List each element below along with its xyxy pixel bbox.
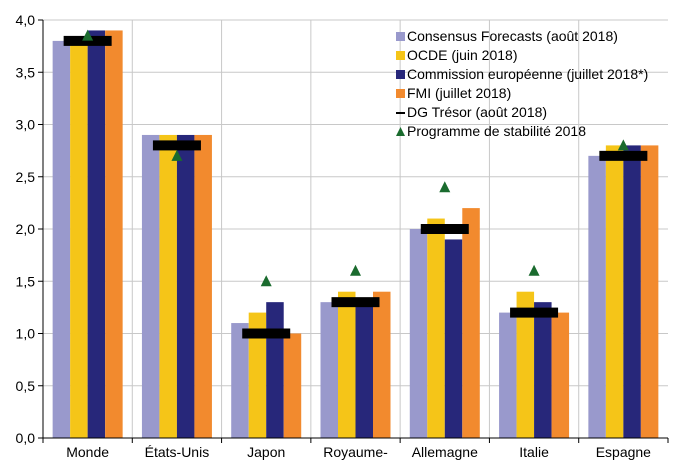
- dg-tresor-dash: [152, 140, 201, 151]
- bars-layer: [52, 30, 659, 439]
- legend: Consensus Forecasts (août 2018) OCDE (jui…: [396, 28, 648, 139]
- y-tick-label: 2,0: [16, 221, 36, 237]
- y-tick-label: 1,0: [16, 326, 36, 342]
- axes-layer: 0,0 0,5 1,0 1,5 2,0 2,5 3,0 3,5 4,0 Monde États-Un…: [16, 12, 669, 460]
- bar: [409, 229, 428, 438]
- bar: [444, 239, 463, 438]
- bar: [551, 312, 570, 438]
- dg-tresor-dash: [331, 297, 380, 308]
- bar: [52, 40, 71, 439]
- bar: [355, 302, 373, 438]
- bar: [373, 291, 391, 438]
- legend-label: Consensus Forecasts (août 2018): [407, 28, 618, 44]
- bar: [499, 312, 517, 438]
- x-tick-label: Japon: [247, 444, 285, 460]
- y-tick-label: 4,0: [16, 12, 36, 28]
- bar: [605, 145, 624, 438]
- programme-stabilite-triangle: [439, 181, 451, 193]
- bar: [159, 134, 177, 438]
- dg-tresor-dash: [242, 328, 291, 339]
- bar: [427, 218, 445, 438]
- legend-label: OCDE (juin 2018): [407, 47, 518, 63]
- y-tick-label: 1,5: [16, 273, 36, 289]
- x-tick-label: États-Unis: [145, 444, 210, 460]
- x-tick-label: Espagne: [596, 444, 651, 460]
- programme-stabilite-triangle: [617, 139, 629, 151]
- x-tick-label: Royaume-: [323, 444, 388, 460]
- markers-layer: [63, 29, 648, 339]
- legend-swatch: [396, 32, 405, 41]
- x-tick-label: Italie: [519, 444, 549, 460]
- programme-stabilite-triangle: [260, 275, 272, 287]
- bar: [194, 134, 212, 438]
- bar: [462, 208, 480, 438]
- programme-stabilite-triangle: [350, 264, 361, 276]
- programme-stabilite-triangle: [528, 264, 540, 276]
- bar: [141, 134, 160, 438]
- bar: [231, 323, 249, 438]
- y-tick-label: 2,5: [16, 169, 36, 185]
- legend-label: FMI (juillet 2018): [407, 85, 511, 101]
- x-tick-label: Allemagne: [412, 444, 478, 460]
- bar: [105, 30, 123, 438]
- dg-tresor-dash: [510, 307, 559, 318]
- legend-label: Commission européenne (juillet 2018*): [407, 66, 648, 82]
- bar: [338, 291, 356, 438]
- dg-tresor-dash: [420, 224, 469, 234]
- programme-stabilite-triangle: [171, 149, 183, 161]
- programme-stabilite-triangle: [82, 29, 94, 41]
- bar: [266, 302, 284, 438]
- y-tick-label: 0,5: [16, 378, 36, 394]
- y-tick-label: 3,0: [16, 117, 36, 133]
- bar: [516, 291, 535, 438]
- dg-tresor-dash: [63, 35, 112, 46]
- bar: [640, 145, 659, 438]
- bar: [248, 312, 267, 438]
- legend-label: DG Trésor (août 2018): [407, 104, 547, 120]
- legend-swatch: [396, 127, 405, 136]
- legend-swatch: [396, 89, 405, 98]
- bar: [320, 302, 338, 438]
- bar: [283, 333, 302, 438]
- dg-tresor-dash: [599, 150, 648, 161]
- y-tick-label: 3,5: [16, 64, 36, 80]
- bar: [70, 40, 88, 439]
- x-tick-label: Monde: [66, 444, 109, 460]
- bar: [588, 155, 606, 438]
- bar: [87, 30, 106, 438]
- bar: [176, 134, 195, 438]
- legend-swatch: [396, 51, 405, 60]
- legend-label: Programme de stabilité 2018: [407, 123, 586, 139]
- bar: [623, 145, 641, 438]
- legend-swatch: [396, 70, 405, 79]
- y-tick-label: 0,0: [16, 430, 36, 446]
- bar: [534, 302, 552, 438]
- legend-swatch: [396, 112, 405, 114]
